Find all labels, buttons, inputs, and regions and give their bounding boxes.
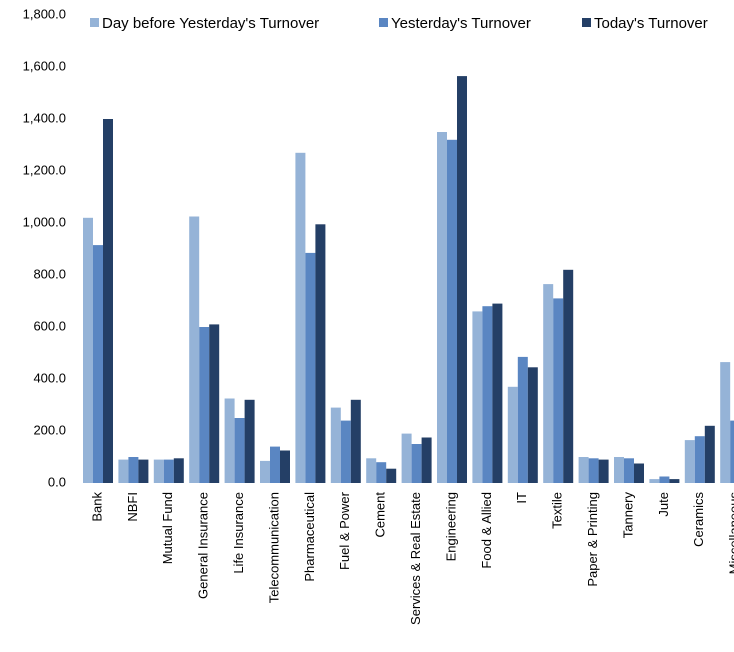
bar — [527, 367, 538, 483]
bar — [128, 457, 139, 483]
x-tick-label: Tannery — [620, 492, 635, 539]
bar — [234, 418, 245, 483]
bar — [684, 440, 695, 483]
bar — [588, 458, 599, 483]
bar — [482, 306, 493, 483]
bar — [578, 457, 589, 483]
bar — [118, 459, 129, 483]
bar — [649, 479, 660, 483]
bar — [730, 420, 734, 483]
x-tick-label: Services & Real Estate — [408, 492, 423, 625]
y-tick-label: 800.0 — [33, 266, 66, 281]
y-tick-label: 1,600.0 — [23, 58, 66, 73]
x-tick-label: NBFI — [125, 492, 140, 522]
bar — [224, 398, 235, 483]
x-tick-label: Textile — [550, 492, 565, 529]
legend-swatch — [582, 18, 591, 27]
bar — [376, 462, 387, 483]
x-tick-label: Ceramics — [691, 492, 706, 547]
bar — [244, 399, 255, 483]
bar — [103, 119, 113, 483]
bar — [315, 224, 326, 484]
bar — [189, 216, 200, 483]
bar — [447, 139, 457, 484]
legend-swatch — [90, 18, 99, 27]
bar — [173, 458, 184, 483]
x-tick-label: Telecommunication — [266, 492, 281, 603]
bar — [340, 420, 351, 483]
bar — [280, 450, 290, 483]
x-tick-label: Engineering — [443, 492, 458, 561]
bar — [694, 436, 705, 483]
bar — [138, 459, 149, 483]
x-tick-label: Bank — [89, 492, 104, 522]
bar — [563, 269, 574, 483]
bar — [350, 399, 361, 483]
y-tick-label: 200.0 — [33, 422, 66, 437]
legend-label: Today's Turnover — [594, 15, 708, 32]
bar — [624, 458, 634, 483]
bar — [634, 463, 644, 483]
bar — [421, 437, 432, 483]
y-tick-label: 400.0 — [33, 370, 66, 385]
bar — [614, 457, 624, 483]
bar — [209, 324, 220, 483]
bar — [83, 217, 93, 484]
bar — [305, 252, 316, 483]
bar — [411, 444, 422, 483]
bar — [598, 459, 609, 483]
bar — [93, 245, 103, 483]
bar — [270, 446, 280, 483]
y-tick-label: 600.0 — [33, 318, 66, 333]
x-tick-label: IT — [514, 492, 529, 504]
x-tick-label: Mutual Fund — [160, 492, 175, 564]
bar — [492, 303, 503, 483]
bar — [199, 327, 210, 483]
bar — [401, 433, 412, 483]
bar — [517, 356, 528, 483]
bar — [437, 132, 447, 483]
x-tick-label: Miscellaneous — [727, 492, 734, 575]
bar — [330, 407, 341, 483]
x-tick-label: Food & Allied — [479, 492, 494, 569]
y-tick-label: 1,200.0 — [23, 162, 66, 177]
legend-label: Day before Yesterday's Turnover — [102, 15, 319, 32]
bar — [553, 298, 564, 483]
y-tick-label: 1,000.0 — [23, 214, 66, 229]
bar — [163, 459, 174, 483]
legend-swatch — [379, 18, 388, 27]
x-tick-label: Cement — [373, 492, 388, 538]
bar — [704, 425, 715, 483]
y-tick-label: 1,400.0 — [23, 110, 66, 125]
bar — [543, 284, 554, 483]
x-tick-label: Pharmaceutical — [302, 492, 317, 582]
x-tick-label: Life Insurance — [231, 492, 246, 574]
bar — [295, 152, 306, 484]
bar — [153, 459, 164, 483]
bar — [457, 76, 467, 483]
bar — [260, 460, 270, 483]
bar — [659, 476, 670, 483]
y-tick-label: 0.0 — [48, 474, 66, 489]
y-tick-label: 1,800.0 — [23, 6, 66, 21]
bar — [669, 479, 680, 483]
x-tick-label: Fuel & Power — [337, 491, 352, 570]
bar — [386, 468, 397, 483]
bar — [720, 362, 731, 483]
legend-label: Yesterday's Turnover — [391, 15, 531, 32]
x-tick-label: Jute — [656, 492, 671, 517]
bar — [507, 386, 518, 483]
bar — [472, 311, 483, 483]
bar — [366, 458, 377, 483]
x-tick-label: Paper & Printing — [585, 492, 600, 587]
x-tick-label: General Insurance — [196, 492, 211, 599]
